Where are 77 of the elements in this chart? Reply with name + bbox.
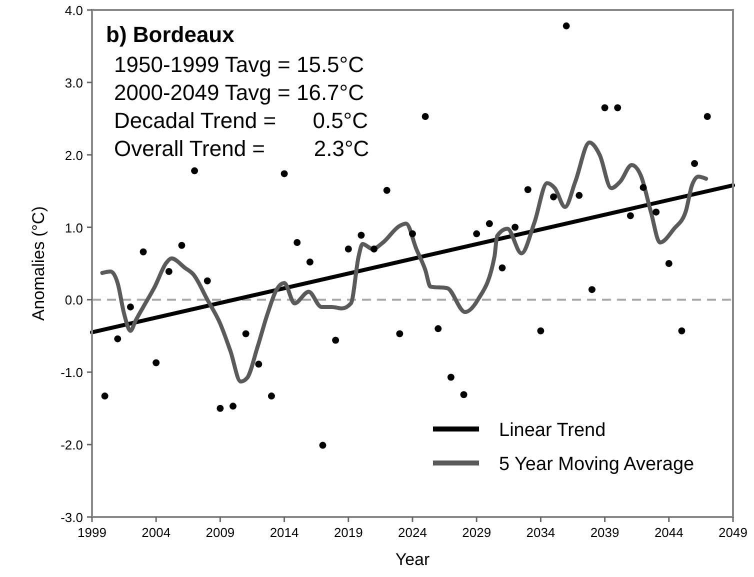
y-tick-label: -2.0 — [60, 438, 83, 453]
point — [280, 170, 288, 178]
point — [524, 186, 532, 194]
point — [358, 232, 365, 239]
x-tick-label: 2034 — [526, 525, 556, 540]
point — [140, 248, 147, 256]
point — [704, 112, 711, 120]
point — [294, 238, 301, 246]
point — [306, 258, 314, 266]
point — [178, 242, 186, 249]
point — [576, 192, 583, 199]
annotation: 2000-2049 Tavg = 16.7°C — [114, 80, 364, 105]
point — [460, 391, 468, 398]
point — [665, 260, 672, 267]
annotation: Overall Trend = 2.3°C — [114, 136, 370, 161]
point — [268, 392, 275, 400]
x-tick-label: 2019 — [334, 525, 363, 540]
point — [255, 360, 262, 368]
y-tick-label: 4.0 — [64, 3, 83, 18]
y-tick-label: -1.0 — [60, 365, 83, 380]
point — [498, 264, 506, 272]
point — [396, 330, 404, 338]
point — [626, 212, 634, 220]
y-tick-label: 3.0 — [64, 75, 83, 90]
legend-label: 5 Year Moving Average — [499, 454, 694, 475]
point — [409, 230, 416, 238]
x-tick-label: 2014 — [270, 525, 299, 540]
x-tick-label: 2024 — [398, 525, 427, 540]
x-tick-label: 2009 — [206, 525, 235, 540]
x-tick-label: 1999 — [78, 525, 106, 540]
point — [370, 246, 378, 253]
y-tick-label: 0.0 — [64, 292, 83, 308]
point — [562, 22, 570, 30]
annotation: Decadal Trend = 0.5°C — [114, 108, 368, 133]
point — [204, 277, 211, 284]
y-tick-label: 1.0 — [64, 220, 83, 236]
point — [216, 404, 224, 412]
point — [550, 193, 558, 200]
point — [601, 104, 608, 112]
point — [152, 359, 160, 366]
point — [230, 402, 237, 410]
x-tick-label: 2049 — [718, 525, 748, 540]
point — [383, 186, 390, 194]
x-tick-label: 2044 — [654, 525, 684, 540]
point — [447, 374, 454, 381]
point — [486, 220, 493, 228]
point — [473, 230, 480, 238]
x-tick-label: 2004 — [142, 525, 171, 540]
point — [512, 224, 519, 231]
point — [614, 104, 622, 112]
y-axis-title: Anomalies (°C) — [29, 206, 48, 321]
point — [678, 327, 686, 334]
x-tick-label: 2039 — [590, 525, 620, 540]
y-tick-label: 2.0 — [64, 148, 83, 163]
point — [101, 392, 108, 400]
point — [434, 325, 442, 332]
point — [332, 336, 340, 344]
point — [126, 303, 134, 310]
x-tick-label: 2029 — [462, 525, 492, 540]
point — [319, 442, 326, 449]
point — [422, 112, 429, 120]
point — [588, 286, 596, 294]
point — [537, 327, 544, 334]
annotation: 1950-1999 Tavg = 15.5°C — [114, 52, 364, 77]
point — [191, 167, 198, 174]
line-series — [100, 140, 708, 384]
point — [691, 160, 698, 168]
point — [165, 268, 172, 275]
legend-label: Linear Trend — [499, 420, 606, 441]
x-axis-title: Year — [395, 550, 430, 569]
point — [344, 246, 352, 253]
point — [242, 330, 250, 338]
y-tick-label: -3.0 — [60, 510, 83, 525]
point — [640, 184, 647, 191]
point — [652, 208, 660, 216]
point — [114, 335, 122, 342]
text: b) Bordeaux — [106, 22, 236, 47]
